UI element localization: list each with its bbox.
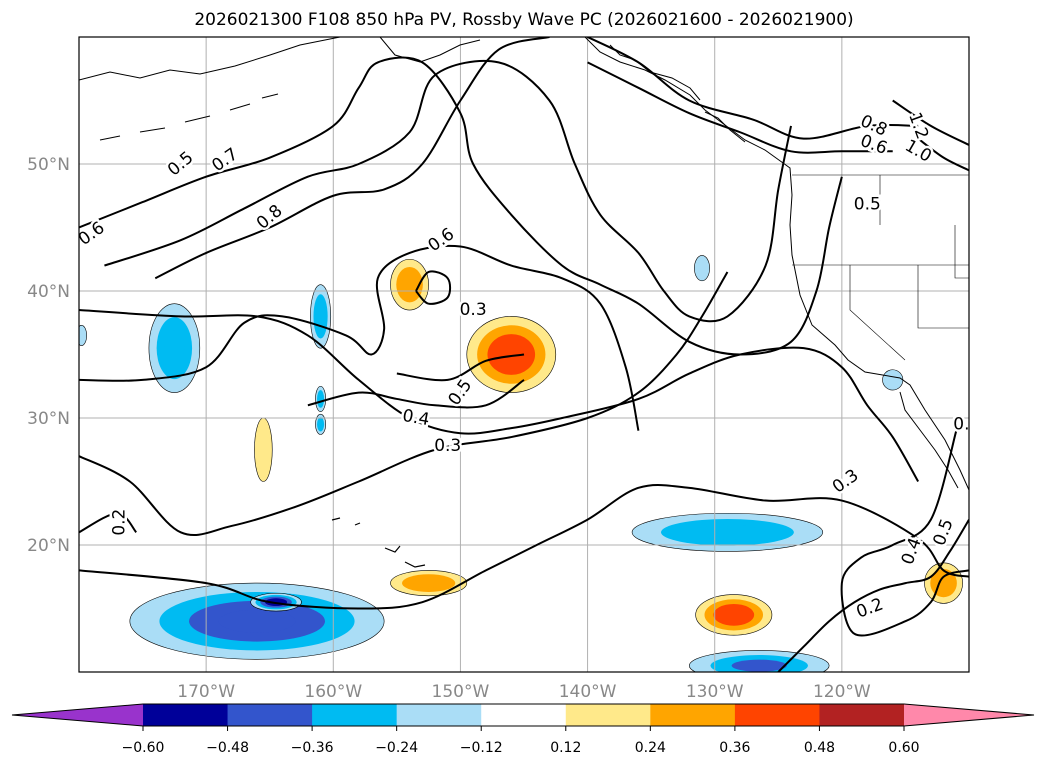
pv-contour-0.2 [79,483,969,610]
contour-label: 0.3 [460,300,487,320]
pv-contour-1 [917,137,969,172]
colorbar-segment [819,704,905,726]
anomaly-band [164,330,185,366]
contour-label: 0. [953,414,969,434]
x-tick-label: 160°W [304,682,362,702]
map-frame [78,36,970,673]
pv-anomaly-9 [689,650,830,672]
colorbar-tick-label: −0.60 [122,740,165,756]
pv-anomaly-12 [315,385,326,412]
pv-anomaly-4 [924,562,963,604]
colorbar-segment [396,704,482,726]
colorbar-segment [734,704,820,726]
pv-contour-0.2 [79,512,137,534]
pv-anomaly-8 [631,512,824,552]
colorbar-tick-label: 0.24 [635,740,666,756]
y-tick-label: 30°N [27,409,70,429]
hawaii-islands [331,517,426,568]
pv-anomaly-16 [79,324,87,346]
colorbar-tick-label: −0.36 [291,740,334,756]
colorbar-tick-label: 0.48 [804,740,835,756]
axis-ticks: 170°W 160°W 150°W 140°W 130°W 120°W 20°N 30°N 40… [27,155,871,702]
aleutian-islands [99,93,279,141]
pv-anomaly-2 [390,570,468,597]
x-tick-label: 120°W [813,682,871,702]
y-tick-label: 50°N [27,155,70,175]
colorbar-extend-high [904,704,1034,726]
colorbar: −0.60 −0.48 −0.36 −0.24 −0.12 0.12 0.24 0.36 0.4… [11,703,1035,756]
colorbar-segment [481,704,567,726]
anomaly-band [413,578,444,589]
alaska-coast [79,37,481,81]
anomaly-band [318,420,323,429]
anomaly-layer [79,255,963,672]
pv-contour-0.7 [104,59,792,323]
pv-anomaly-1 [390,258,429,311]
anomaly-band [697,260,707,276]
y-tick-label: 40°N [27,282,70,302]
contour-label: 0.3 [434,436,461,456]
pv-contour-0.6 [587,61,893,154]
colorbar-tick-label: −0.24 [375,740,418,756]
anomaly-band [722,608,746,621]
colorbar-tick-label: −0.12 [460,740,503,756]
anomaly-band [218,609,296,633]
colorbar-tick-label: 0.60 [888,740,919,756]
pv-contour-1.2 [892,99,969,146]
pv-contour-layer [79,37,969,672]
anomaly-band [79,329,85,342]
anomaly-band [936,575,952,592]
x-tick-label: 140°W [559,682,617,702]
pv-anomaly-10 [148,303,201,393]
pv-contour-0.6 [79,56,843,356]
colorbar-segment [143,704,229,726]
colorbar-segment [650,704,736,726]
colorbar-tick-label: −0.48 [206,740,249,756]
pv-anomaly-13 [315,413,326,435]
chart-title: 2026021300 F108 850 hPa PV, Rossby Wave … [194,10,853,30]
x-tick-label: 170°W [177,682,235,702]
contour-label: 0.5 [854,195,881,215]
contour-label: 0.2 [110,509,130,536]
colorbar-segment [227,704,313,726]
anomaly-band [689,524,765,540]
gridlines [79,37,969,672]
north-america-coastline [584,37,969,491]
pv-contour-0.2 [79,271,729,537]
pv-contour-0.5 [79,244,640,431]
pv-contour-0.3 [415,270,452,305]
x-tick-label: 150°W [432,682,490,702]
anomaly-band [316,303,325,329]
pv-contour-0.4 [307,379,525,409]
anomaly-band [497,342,525,367]
colorbar-tick-label: 0.36 [719,740,750,756]
pv-contour-0.8 [154,37,550,280]
pv-contour-0.5 [777,519,969,672]
y-tick-label: 20°N [27,536,70,556]
coastline-layer [79,37,969,568]
pv-anomaly-14 [694,255,710,282]
pv-contour-0.3 [79,309,920,482]
pv-anomaly-0 [466,316,557,393]
state-borders [792,174,969,361]
anomaly-band [731,659,787,672]
pv-anomaly-15 [882,369,904,391]
colorbar-extend-low [12,704,143,726]
colorbar-tick-label: 0.12 [550,740,581,756]
x-tick-label: 130°W [686,682,744,702]
colorbar-segment [565,704,651,726]
pv-anomaly-5 [695,594,773,636]
anomaly-band [402,274,418,295]
pv-contour-0.8 [587,37,919,140]
pv-contour-0.5 [396,353,525,382]
colorbar-segment [312,704,398,726]
baja-coastline [899,391,959,489]
pv-contour-0.4 [840,430,969,637]
pv-anomaly-3 [254,417,273,482]
pv-anomaly-6 [129,582,385,660]
anomaly-band [258,431,269,468]
